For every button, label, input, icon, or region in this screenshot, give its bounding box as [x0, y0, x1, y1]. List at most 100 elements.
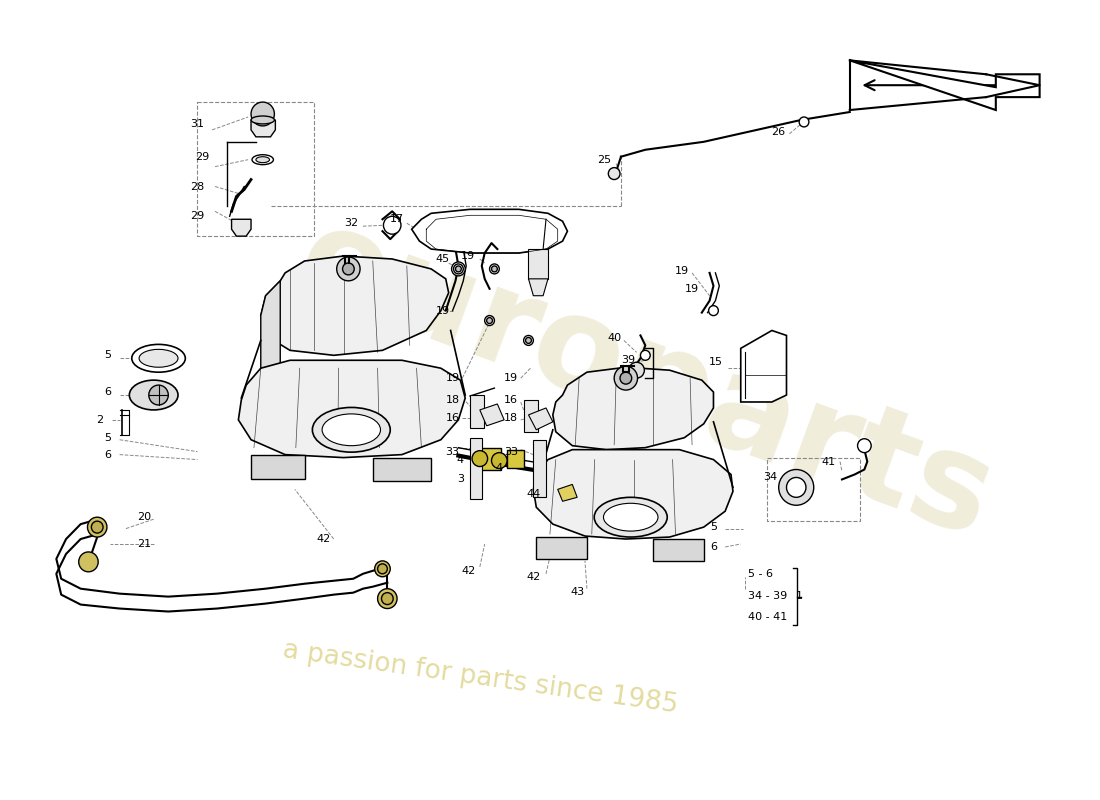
Circle shape	[799, 117, 808, 127]
Polygon shape	[507, 450, 524, 467]
Ellipse shape	[312, 407, 390, 452]
Circle shape	[614, 366, 638, 390]
Polygon shape	[524, 400, 538, 432]
Text: 19: 19	[461, 251, 475, 261]
Text: 29: 29	[190, 211, 205, 222]
Text: europarts: europarts	[280, 196, 1010, 565]
Text: 25: 25	[597, 154, 612, 165]
Polygon shape	[239, 360, 465, 458]
Circle shape	[455, 266, 461, 272]
Polygon shape	[553, 367, 714, 450]
Polygon shape	[528, 279, 548, 296]
Circle shape	[779, 470, 814, 506]
Text: 42: 42	[317, 534, 331, 544]
Text: 31: 31	[190, 119, 205, 129]
Text: 41: 41	[822, 457, 835, 466]
Text: 45: 45	[436, 254, 450, 264]
Text: 28: 28	[190, 182, 205, 193]
Ellipse shape	[252, 154, 274, 165]
Polygon shape	[480, 404, 504, 426]
Circle shape	[377, 589, 397, 609]
Circle shape	[526, 338, 531, 343]
Text: 20: 20	[136, 512, 151, 522]
Polygon shape	[251, 454, 305, 479]
Polygon shape	[232, 219, 251, 236]
Text: 4: 4	[456, 454, 464, 465]
Polygon shape	[534, 440, 546, 498]
Circle shape	[91, 521, 103, 533]
Circle shape	[472, 450, 487, 466]
Text: 44: 44	[526, 490, 540, 499]
Polygon shape	[480, 448, 502, 470]
Circle shape	[454, 265, 462, 273]
Text: 19: 19	[675, 266, 690, 276]
Text: 18: 18	[446, 395, 460, 405]
Polygon shape	[534, 450, 733, 539]
Circle shape	[382, 593, 393, 605]
Circle shape	[452, 262, 465, 276]
Circle shape	[375, 561, 390, 577]
Text: 32: 32	[344, 218, 359, 228]
Polygon shape	[528, 249, 548, 279]
Ellipse shape	[322, 414, 381, 446]
Text: 4: 4	[496, 462, 503, 473]
Text: 2: 2	[97, 415, 103, 425]
Text: 19: 19	[436, 306, 450, 316]
Circle shape	[640, 350, 650, 360]
Text: a passion for parts since 1985: a passion for parts since 1985	[280, 638, 679, 718]
Text: 40 - 41: 40 - 41	[748, 613, 786, 622]
Circle shape	[88, 517, 107, 537]
Circle shape	[337, 257, 360, 281]
Polygon shape	[558, 485, 578, 502]
Polygon shape	[470, 395, 484, 428]
Circle shape	[620, 372, 631, 384]
Circle shape	[384, 216, 402, 234]
Polygon shape	[470, 438, 482, 499]
Text: 33: 33	[446, 446, 460, 457]
Text: 29: 29	[195, 152, 209, 162]
Text: 34: 34	[763, 473, 777, 482]
Circle shape	[708, 306, 718, 315]
Text: 42: 42	[461, 566, 475, 576]
Circle shape	[608, 168, 620, 179]
Text: 40: 40	[607, 334, 621, 343]
Circle shape	[786, 478, 806, 498]
Text: 5: 5	[104, 350, 111, 360]
Circle shape	[377, 564, 387, 574]
Text: 33: 33	[504, 446, 518, 457]
Text: 39: 39	[620, 355, 635, 366]
Polygon shape	[653, 539, 704, 561]
Ellipse shape	[251, 116, 274, 124]
Text: 5: 5	[104, 433, 111, 442]
Text: 43: 43	[570, 586, 584, 597]
Circle shape	[79, 552, 98, 572]
Text: 1: 1	[796, 590, 803, 601]
Circle shape	[485, 315, 494, 326]
Text: 15: 15	[708, 358, 723, 367]
Text: 16: 16	[446, 413, 460, 423]
Circle shape	[492, 266, 497, 272]
Circle shape	[486, 318, 493, 323]
Polygon shape	[251, 120, 275, 137]
Ellipse shape	[604, 503, 658, 531]
Ellipse shape	[130, 380, 178, 410]
Polygon shape	[850, 60, 1040, 110]
Text: 19: 19	[685, 284, 700, 294]
Text: 19: 19	[504, 373, 518, 383]
Text: 19: 19	[446, 373, 460, 383]
Text: 17: 17	[390, 214, 404, 224]
Text: 42: 42	[526, 572, 540, 582]
Circle shape	[251, 102, 274, 126]
Circle shape	[524, 335, 534, 346]
Text: 26: 26	[771, 127, 784, 137]
Polygon shape	[537, 537, 587, 559]
Text: 6: 6	[710, 542, 717, 552]
Polygon shape	[373, 458, 431, 482]
Text: 34 - 39: 34 - 39	[748, 590, 786, 601]
Polygon shape	[261, 281, 280, 430]
Circle shape	[492, 453, 507, 469]
Circle shape	[342, 263, 354, 275]
Text: 16: 16	[504, 395, 518, 405]
Circle shape	[453, 264, 463, 274]
Circle shape	[148, 385, 168, 405]
